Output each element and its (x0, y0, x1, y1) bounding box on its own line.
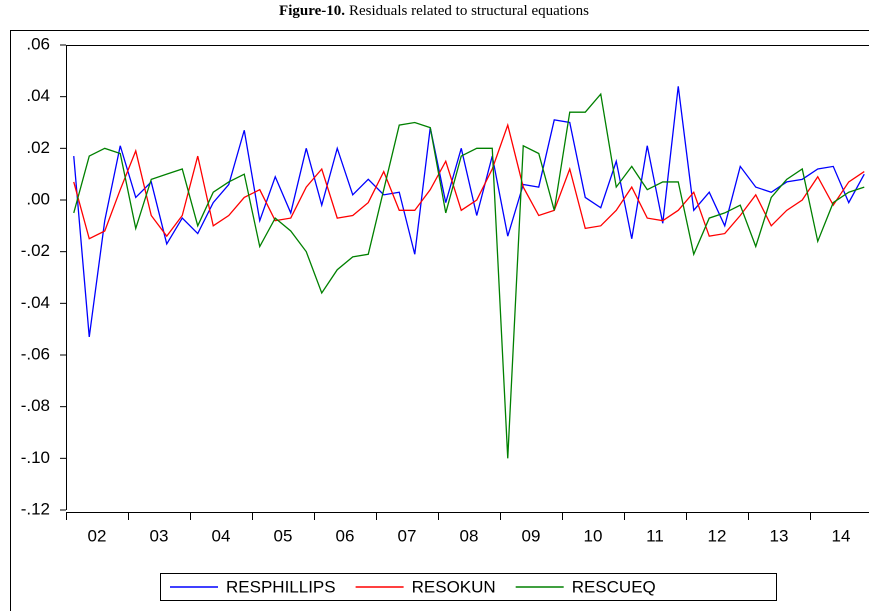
y-tick-label: -.12 (21, 499, 50, 518)
title-text: Residuals related to structural equation… (349, 3, 589, 19)
y-tick-label: -.04 (21, 293, 50, 312)
legend-label: RESCUEQ (572, 577, 656, 596)
y-tick-label: -.06 (21, 344, 50, 363)
legend-box (160, 573, 777, 601)
x-tick-label: 09 (522, 526, 541, 545)
legend-label: RESPHILLIPS (226, 577, 336, 596)
x-tick-label: 04 (212, 526, 231, 545)
chart-title: Figure-10. Residuals related to structura… (279, 3, 589, 19)
series-line (73, 122, 865, 240)
title-label: Figure-10. (279, 3, 345, 19)
x-tick-label: 02 (88, 526, 107, 545)
legend-label: RESOKUN (412, 577, 496, 596)
y-tick-label: .00 (26, 189, 50, 208)
series-line (73, 86, 865, 338)
y-tick-label: .04 (26, 86, 50, 105)
x-tick-label: 07 (398, 526, 417, 545)
y-tick-label: -.08 (21, 396, 50, 415)
x-tick-label: 13 (770, 526, 789, 545)
x-tick-label: 03 (150, 526, 169, 545)
y-tick-label: -.02 (21, 241, 50, 260)
frame (10, 30, 869, 611)
y-tick-label: .02 (26, 138, 50, 157)
x-tick-label: 08 (460, 526, 479, 545)
legend: RESPHILLIPS RESOKUN RESCUEQ (160, 573, 777, 601)
y-tick-label: .06 (26, 34, 50, 53)
x-tick-label: 10 (584, 526, 603, 545)
plot-frame (66, 45, 869, 510)
x-tick-label: 14 (832, 526, 851, 545)
x-tick-label: 12 (708, 526, 727, 545)
x-tick-label: 11 (646, 526, 664, 545)
x-tick-label: 06 (336, 526, 355, 545)
x-tick-label: 05 (274, 526, 293, 545)
series-line (73, 92, 865, 459)
y-tick-label: -.10 (21, 448, 50, 467)
